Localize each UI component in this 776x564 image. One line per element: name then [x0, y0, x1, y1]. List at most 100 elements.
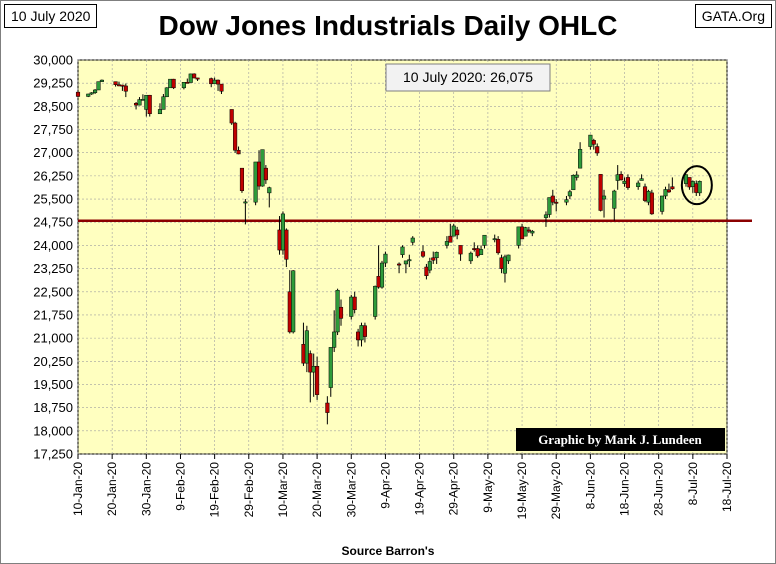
candle: [379, 260, 385, 289]
candle: [444, 236, 449, 249]
candle: [315, 356, 320, 400]
credit-box: Graphic by Mark J. Lundeen: [516, 428, 725, 451]
candle-body-up: [140, 98, 145, 101]
candle: [338, 299, 344, 326]
candle-body-up: [161, 96, 166, 110]
candle: [660, 195, 665, 215]
candle: [267, 186, 272, 208]
candle: [400, 245, 405, 258]
candle-body-down: [325, 402, 330, 413]
candle-body-up: [622, 180, 627, 184]
x-tick-label: 10-Mar-20: [276, 462, 290, 518]
candle-body-up: [547, 197, 552, 215]
candle-body-down: [520, 226, 525, 240]
candle-body-up: [164, 87, 169, 98]
candle-body-down: [356, 331, 361, 341]
candle-body-up: [93, 89, 98, 94]
candle-body-down: [219, 83, 224, 92]
candle-body-down: [598, 174, 603, 211]
y-tick-label: 20,250: [33, 354, 73, 369]
annotation-text: 10 July 2020: 26,075: [403, 69, 533, 85]
candle-body-up: [96, 81, 101, 91]
candle-body-down: [195, 77, 200, 80]
y-tick-label: 21,000: [33, 331, 73, 346]
candle: [137, 97, 142, 106]
candle: [598, 174, 603, 212]
candle: [591, 138, 596, 150]
candle: [571, 174, 576, 191]
candle: [335, 288, 340, 336]
candle: [574, 171, 579, 181]
candle-body-up: [403, 260, 408, 265]
candle-body-down: [256, 161, 262, 187]
candle: [455, 226, 460, 240]
candle-body-up: [291, 270, 296, 333]
candle-body-up: [601, 195, 607, 200]
candle: [670, 177, 675, 190]
candle: [523, 226, 528, 237]
candle: [502, 254, 508, 283]
candle-body-up: [328, 347, 333, 388]
candle: [325, 396, 330, 425]
candle: [479, 245, 484, 255]
candle: [96, 81, 101, 91]
candle-body-down: [499, 257, 504, 269]
candle: [496, 236, 501, 255]
candle: [550, 189, 555, 206]
candle-body-up: [335, 289, 340, 333]
candle: [448, 223, 453, 243]
candle-body-down: [397, 263, 402, 266]
credit-text: Graphic by Mark J. Lundeen: [538, 432, 702, 447]
candle: [601, 189, 607, 218]
candle-body-down: [171, 78, 176, 89]
y-tick-label: 17,250: [33, 447, 73, 462]
candle: [636, 180, 641, 190]
candle: [328, 347, 333, 397]
candle-body-up: [571, 175, 576, 191]
candle-body-down: [591, 140, 596, 145]
candle-body-up: [332, 331, 337, 348]
candle: [195, 77, 200, 82]
candle-body-up: [615, 174, 620, 181]
candle-body-down: [315, 365, 320, 395]
candle-body-up: [506, 254, 511, 262]
candle-body-up: [502, 256, 508, 274]
x-tick-label: 29-May-20: [549, 462, 563, 520]
candle: [157, 103, 163, 115]
candle: [482, 234, 487, 249]
candle-body-up: [181, 81, 186, 89]
candle: [332, 310, 337, 353]
candle-body-up: [612, 190, 617, 209]
candle-body-down: [147, 94, 152, 115]
candle: [86, 93, 91, 98]
x-tick-label: 18-Jul-20: [720, 462, 734, 512]
candle-body-down: [472, 248, 477, 250]
candle-body-up: [410, 237, 415, 243]
candle-body-up: [89, 92, 94, 95]
candle: [530, 229, 535, 237]
candle-body-up: [407, 259, 412, 262]
candle-body-down: [215, 79, 221, 85]
candle: [75, 91, 81, 98]
y-tick-label: 19,500: [33, 377, 73, 392]
candle-body-down: [458, 245, 463, 255]
candle-body-down: [496, 238, 501, 254]
candle-body-up: [99, 79, 104, 82]
candle-body-down: [233, 122, 238, 151]
y-tick-label: 18,000: [33, 423, 73, 438]
candle-body-up: [137, 99, 142, 106]
candle: [280, 211, 285, 255]
candle: [236, 146, 241, 155]
candle-body-down: [687, 177, 692, 188]
candle: [612, 189, 617, 221]
candle-body-up: [379, 262, 385, 288]
y-tick-label: 25,500: [33, 192, 73, 207]
candle-body-down: [338, 306, 344, 319]
candle-body-up: [578, 149, 583, 169]
x-tick-label: 9-Apr-20: [378, 462, 392, 509]
candle-body-up: [86, 93, 91, 97]
candle: [291, 270, 296, 334]
candle-body-down: [424, 266, 429, 276]
x-tick-label: 19-Feb-20: [208, 462, 222, 518]
